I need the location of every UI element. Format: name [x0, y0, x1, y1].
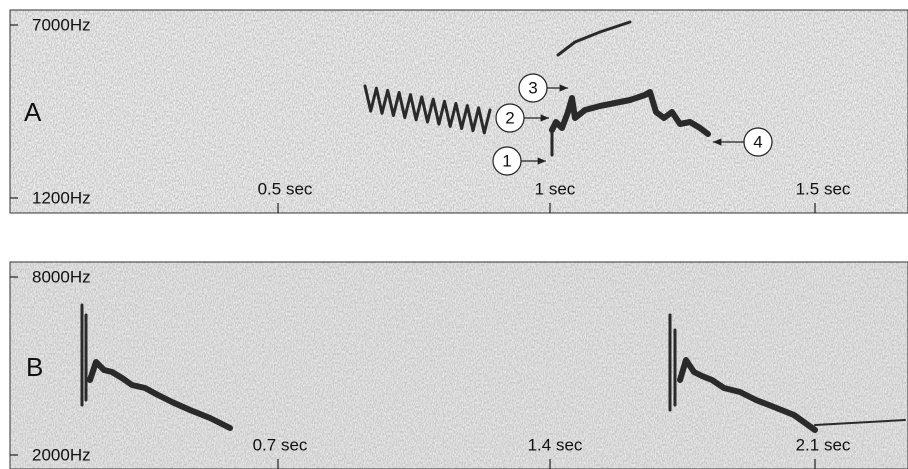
harmonic-trace: [550, 20, 632, 157]
tail-trace: [814, 419, 906, 426]
y-label: 2000Hz: [32, 445, 91, 464]
panel-label: B: [26, 352, 43, 382]
callouts: 1 2 3 4: [492, 73, 773, 176]
click-trace: [80, 303, 677, 412]
callout-label: 2: [505, 108, 514, 127]
panel-label: A: [24, 97, 42, 127]
y-label: 8000Hz: [32, 267, 91, 286]
noise: [10, 262, 908, 469]
y-label: 7000Hz: [32, 15, 91, 34]
callout-label: 1: [502, 151, 511, 170]
sweep-trace: [87, 359, 233, 431]
callout-label: 4: [753, 132, 762, 151]
callout-label: 3: [528, 78, 537, 97]
frame: [9, 9, 908, 214]
x-label: 1 sec: [535, 179, 576, 198]
x-label: 2.1 sec: [796, 435, 851, 454]
sweep-trace: [677, 357, 818, 433]
panel-b: 8000Hz 2000Hz B 0.7 sec 1.4 sec 2.1 sec: [9, 261, 908, 469]
x-label: 1.5 sec: [796, 179, 851, 198]
y-label: 1200Hz: [32, 188, 91, 207]
frame: [9, 261, 908, 469]
x-label: 1.4 sec: [528, 435, 583, 454]
panel-a: 7000Hz 1200Hz A 0.5 sec 1 sec 1.5 sec 1 …: [9, 9, 908, 214]
x-label: 0.7 sec: [253, 435, 308, 454]
call-trace: [549, 89, 711, 137]
trill-trace: [363, 84, 492, 135]
x-label: 0.5 sec: [258, 179, 313, 198]
